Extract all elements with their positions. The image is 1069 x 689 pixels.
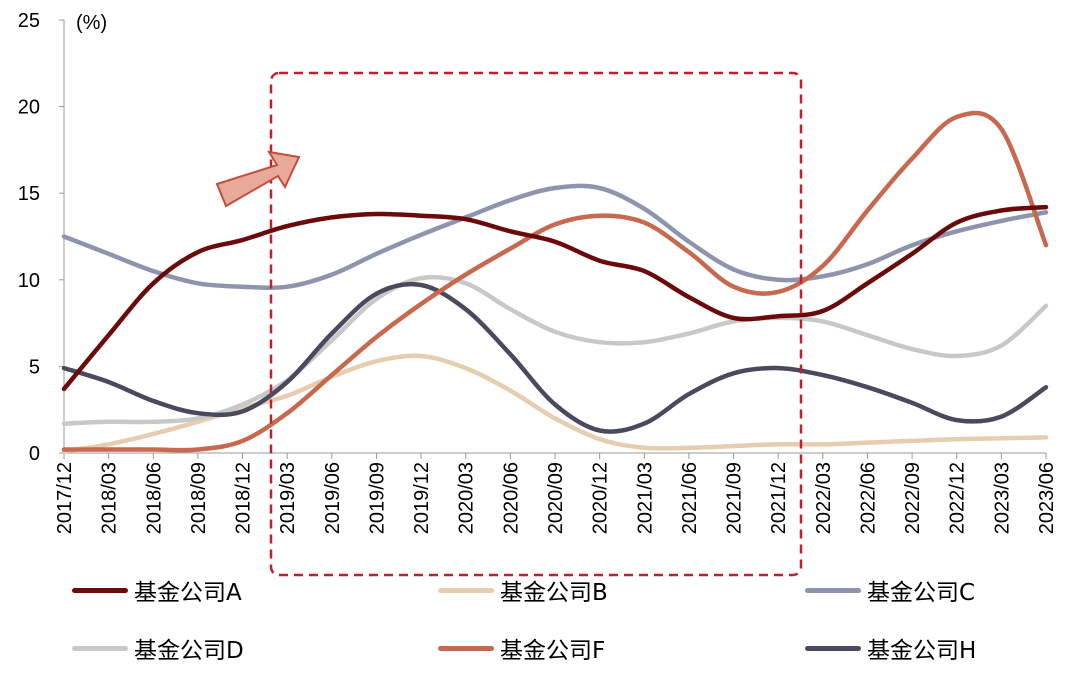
x-tick-label: 2018/09 bbox=[188, 462, 210, 534]
y-tick-label: 0 bbox=[29, 443, 40, 465]
y-tick-label: 25 bbox=[18, 10, 40, 32]
legend-label: 基金公司A bbox=[134, 580, 242, 606]
x-tick-label: 2019/06 bbox=[322, 462, 344, 534]
highlight-annotation bbox=[215, 71, 803, 577]
x-tick-label: 2019/09 bbox=[366, 462, 388, 534]
x-tick-label: 2023/06 bbox=[1036, 462, 1058, 534]
x-tick-label: 2021/09 bbox=[724, 462, 746, 534]
x-tick-label: 2019/03 bbox=[277, 462, 299, 534]
legend-item: 基金公司F bbox=[438, 628, 605, 668]
x-tick-label: 2018/12 bbox=[233, 462, 255, 534]
series-line-6 bbox=[61, 281, 1049, 434]
legend-swatch bbox=[72, 645, 128, 651]
x-tick-label: 2023/03 bbox=[991, 462, 1013, 534]
legend-swatch bbox=[438, 645, 494, 651]
x-tick-label: 2022/12 bbox=[947, 462, 969, 534]
x-tick-label: 2017/12 bbox=[54, 462, 76, 534]
series-line-5 bbox=[61, 110, 1049, 453]
y-tick-label: 20 bbox=[18, 97, 40, 119]
x-tick-label: 2021/03 bbox=[634, 462, 656, 534]
legend-label: 基金公司H bbox=[867, 638, 977, 664]
legend-item: 基金公司C bbox=[805, 570, 975, 610]
x-tick-label: 2021/06 bbox=[679, 462, 701, 534]
arrow-icon bbox=[215, 150, 301, 208]
y-axis: 0 5 10 15 20 25 bbox=[18, 10, 65, 465]
x-tick-label: 2022/03 bbox=[813, 462, 835, 534]
y-tick-label: 5 bbox=[29, 356, 40, 378]
x-tick-label: 2022/09 bbox=[902, 462, 924, 534]
highlight-box bbox=[269, 71, 803, 577]
legend-label: 基金公司B bbox=[500, 580, 608, 606]
legend-item: 基金公司B bbox=[438, 570, 608, 610]
legend-label: 基金公司F bbox=[500, 638, 606, 664]
legend-swatch bbox=[805, 587, 861, 593]
legend-item: 基金公司H bbox=[805, 628, 976, 668]
y-tick-label: 15 bbox=[18, 183, 40, 205]
x-tick-label: 2020/06 bbox=[500, 462, 522, 534]
series-lines bbox=[61, 110, 1049, 454]
y-tick-label: 10 bbox=[18, 270, 40, 292]
series-line-4 bbox=[61, 274, 1049, 426]
series-line-3 bbox=[61, 183, 1049, 290]
x-axis: 2017/12 2018/03 2018/06 2018/09 2018/12 2019/… bbox=[54, 452, 1058, 534]
x-tick-label: 2020/12 bbox=[590, 462, 612, 534]
x-tick-label: 2020/03 bbox=[456, 462, 478, 534]
series-line-1 bbox=[61, 204, 1049, 392]
x-tick-label: 2018/03 bbox=[99, 462, 121, 534]
x-tick-label: 2021/12 bbox=[768, 462, 790, 534]
legend-item: 基金公司A bbox=[72, 570, 242, 610]
legend-label: 基金公司C bbox=[867, 580, 976, 606]
legend: 基金公司A 基金公司B 基金公司C 基金公司D 基金公司F 基金公司H bbox=[0, 580, 1069, 689]
legend-swatch bbox=[438, 587, 494, 593]
x-tick-label: 2022/06 bbox=[857, 462, 879, 534]
legend-label: 基金公司D bbox=[134, 638, 244, 664]
y-unit-label: (%) bbox=[76, 12, 107, 34]
x-tick-label: 2020/09 bbox=[545, 462, 567, 534]
legend-swatch bbox=[805, 645, 861, 651]
legend-item: 基金公司D bbox=[72, 628, 244, 668]
legend-swatch bbox=[72, 587, 128, 593]
x-tick-label: 2019/12 bbox=[411, 462, 433, 534]
x-tick-label: 2018/06 bbox=[143, 462, 165, 534]
